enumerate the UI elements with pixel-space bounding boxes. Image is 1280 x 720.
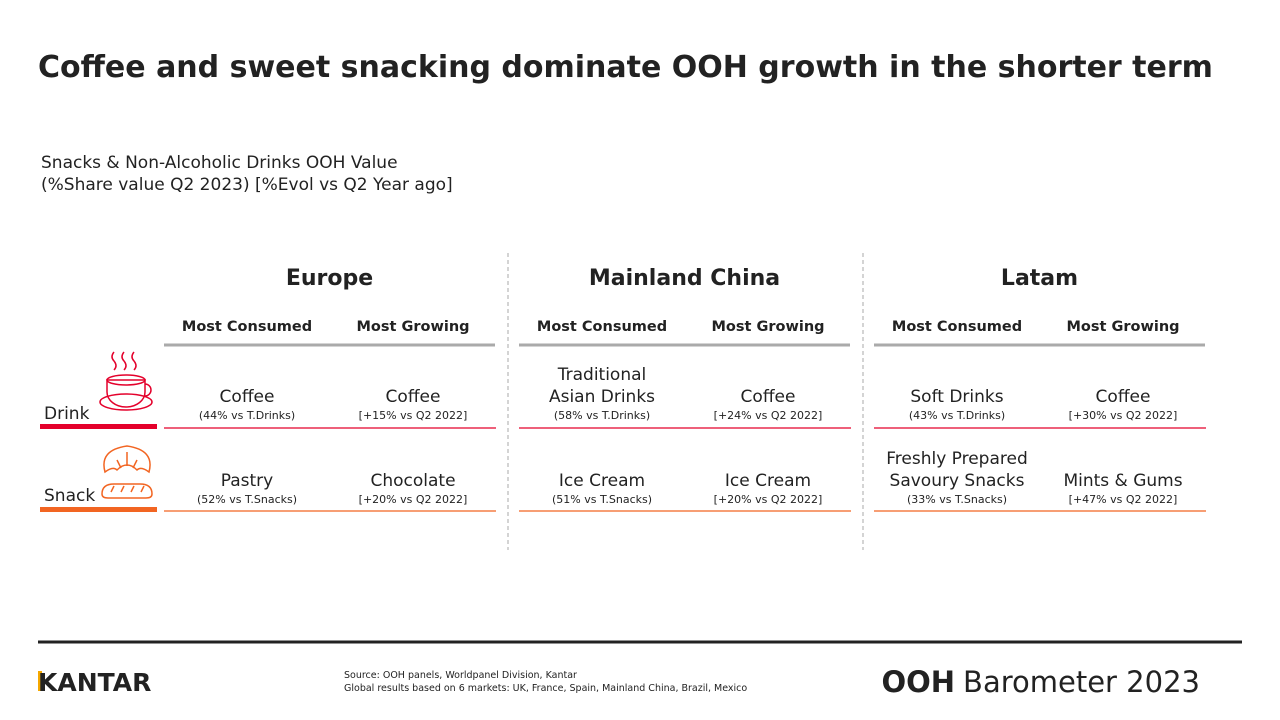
subtitle-line: Snacks & Non-Alcoholic Drinks OOH Value [41,153,398,173]
region-title: Mainland China [589,266,780,291]
cell-detail: (51% vs T.Snacks) [552,493,652,506]
brand: OOH Barometer 2023 [881,665,1200,699]
cell-name: Ice Cream [559,471,645,491]
cell-name: Chocolate [370,471,455,491]
cell-name: Freshly Prepared [886,449,1028,469]
cell-name: Asian Drinks [549,387,655,407]
column-header: Most Consumed [892,319,1022,335]
cell-name: Coffee [741,387,796,407]
cell-detail: [+30% vs Q2 2022] [1069,409,1178,422]
region-title: Europe [286,266,373,291]
brand-rest: Barometer 2023 [963,665,1200,699]
cell-detail: (58% vs T.Drinks) [554,409,650,422]
cell-detail: [+24% vs Q2 2022] [714,409,823,422]
source-line: Source: OOH panels, Worldpanel Division,… [344,670,577,681]
cell-detail: [+47% vs Q2 2022] [1069,493,1178,506]
column-header: Most Growing [711,319,824,335]
cell-name: Pastry [221,471,273,491]
cell-detail: (43% vs T.Drinks) [909,409,1005,422]
subtitle-line: (%Share value Q2 2023) [%Evol vs Q2 Year… [41,175,453,195]
source-line: Global results based on 6 markets: UK, F… [344,683,747,694]
cell-detail: [+20% vs Q2 2022] [359,493,468,506]
cell-name: Savoury Snacks [890,471,1025,491]
cell-name: Coffee [220,387,275,407]
row-label: Drink [44,404,90,424]
cell-detail: (52% vs T.Snacks) [197,493,297,506]
row-bar [40,424,157,429]
column-header: Most Consumed [182,319,312,335]
drink-icon [99,351,153,411]
cell-name: Traditional [557,365,647,385]
logo-accent [38,671,42,691]
brand-bold: OOH [881,665,955,699]
cell-detail: [+15% vs Q2 2022] [359,409,468,422]
cell-name: Ice Cream [725,471,811,491]
cell-detail: [+20% vs Q2 2022] [714,493,823,506]
column-header: Most Consumed [537,319,667,335]
column-header: Most Growing [356,319,469,335]
snack-icon [101,445,153,499]
cell-name: Coffee [1096,387,1151,407]
row-label: Snack [44,486,95,506]
column-header: Most Growing [1066,319,1179,335]
cell-detail: (44% vs T.Drinks) [199,409,295,422]
cell-name: Mints & Gums [1063,471,1182,491]
region-title: Latam [1001,266,1078,291]
cell-detail: (33% vs T.Snacks) [907,493,1007,506]
row-bar [40,507,157,512]
cell-name: Coffee [386,387,441,407]
slide-title: Coffee and sweet snacking dominate OOH g… [38,50,1213,85]
logo: KANTAR [38,668,151,697]
cell-name: Soft Drinks [910,387,1003,407]
